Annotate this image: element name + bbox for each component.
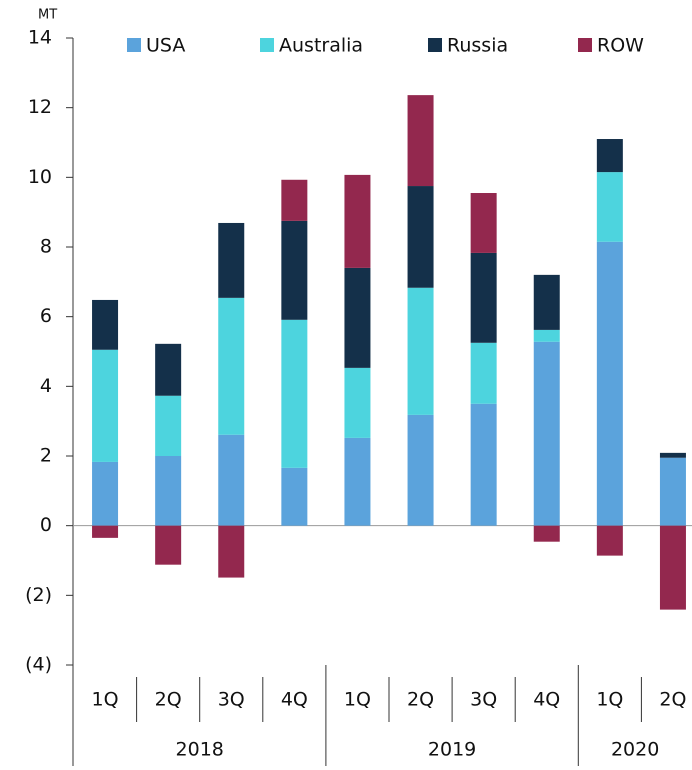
x-tick-label: 4Q <box>533 689 560 711</box>
y-tick-label: (4) <box>25 654 52 676</box>
y-tick-label: 10 <box>28 166 52 188</box>
bar-segment <box>470 193 497 253</box>
bar-segment <box>218 525 245 578</box>
y-tick-label: 12 <box>28 96 52 118</box>
y-tick-label: 2 <box>40 445 52 467</box>
x-tick-label: 4Q <box>281 689 308 711</box>
bar-segment <box>155 395 182 456</box>
bar-segment <box>407 186 434 288</box>
bar-segment <box>344 367 371 438</box>
y-axis-label: MT <box>38 8 57 23</box>
bar-segment <box>659 452 686 458</box>
bar-segment <box>533 274 560 330</box>
bar-segment <box>344 437 371 526</box>
legend-label: Australia <box>279 35 363 57</box>
legend-swatch <box>260 38 274 52</box>
legend-label: Russia <box>447 35 508 57</box>
group-label: 2018 <box>176 739 224 761</box>
bar-segment <box>344 267 371 368</box>
group-label: 2020 <box>611 739 659 761</box>
bar-segment <box>407 287 434 415</box>
y-tick-label: 0 <box>40 514 52 536</box>
x-tick-label: 1Q <box>92 689 119 711</box>
x-tick-label: 1Q <box>596 689 623 711</box>
bar-segment <box>407 414 434 526</box>
bar-segment <box>533 341 560 526</box>
bar-segment <box>281 220 308 320</box>
legend-swatch <box>127 38 141 52</box>
bar-segment <box>218 297 245 435</box>
legend-swatch <box>578 38 592 52</box>
legend-label: ROW <box>597 35 644 57</box>
bar-segment <box>470 252 497 343</box>
legend-swatch <box>428 38 442 52</box>
bar-segment <box>533 525 560 542</box>
y-tick-label: 14 <box>28 27 52 49</box>
x-tick-label: 3Q <box>218 689 245 711</box>
bar-segment <box>596 241 623 526</box>
bar-segment <box>596 525 623 556</box>
bar-segment <box>533 329 560 342</box>
x-tick-label: 1Q <box>344 689 371 711</box>
bar-segment <box>659 457 686 526</box>
bar-segment <box>596 139 623 173</box>
bar-segment <box>218 222 245 298</box>
bar-segment <box>155 525 182 565</box>
bar-segment <box>92 299 119 350</box>
y-tick-label: 4 <box>40 375 52 397</box>
x-tick-label: 2Q <box>407 689 434 711</box>
bar-segment <box>281 179 308 221</box>
bar-segment <box>470 342 497 404</box>
bar-segment <box>659 525 686 610</box>
y-tick-label: (2) <box>25 584 52 606</box>
bar-segment <box>92 461 119 526</box>
bar-segment <box>470 403 497 526</box>
x-tick-label: 2Q <box>155 689 182 711</box>
bar-segment <box>218 434 245 526</box>
y-tick-label: 8 <box>40 236 52 258</box>
bar-segment <box>281 467 308 526</box>
bar-segment <box>281 319 308 468</box>
bar-segment <box>344 174 371 268</box>
bar-segment <box>596 172 623 242</box>
bar-segment <box>155 343 182 396</box>
bar-segment <box>155 456 182 526</box>
legend-label: USA <box>146 35 185 57</box>
y-tick-label: 6 <box>40 305 52 327</box>
bar-segment <box>407 95 434 187</box>
group-label: 2019 <box>428 739 476 761</box>
bar-segment <box>92 349 119 462</box>
x-tick-label: 2Q <box>659 689 686 711</box>
x-tick-label: 3Q <box>470 689 497 711</box>
bar-segment <box>92 525 119 538</box>
